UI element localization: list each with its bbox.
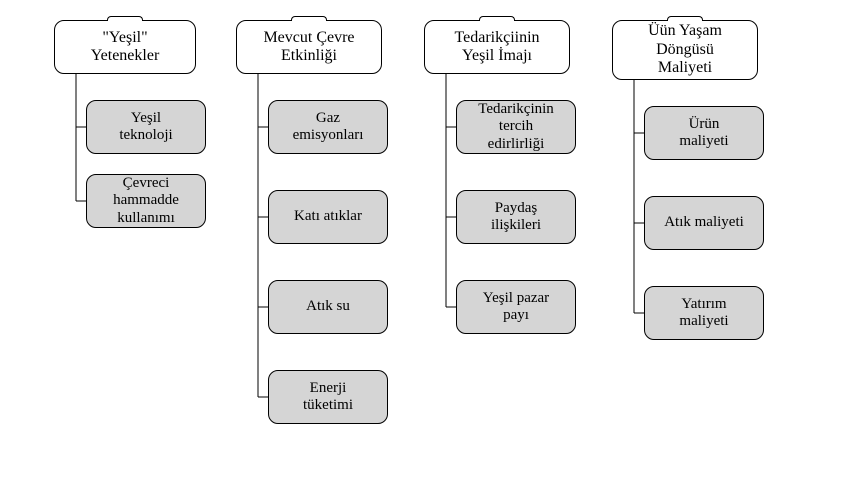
subcategory-node: Atık su [268, 280, 388, 334]
subcategory-label: Katı atıklar [294, 208, 362, 225]
subcategory-label: Enerjitüketimi [303, 380, 353, 415]
subcategory-label: Atık maliyeti [664, 214, 744, 231]
subcategory-node: Yeşilteknoloji [86, 100, 206, 154]
subcategory-node: Yeşil pazarpayı [456, 280, 576, 334]
category-header-label: "Yeşil"Yetenekler [91, 29, 160, 66]
category-header: "Yeşil"Yetenekler [54, 20, 196, 74]
header-tab [107, 16, 143, 21]
hierarchy-diagram: "Yeşil"Yetenekler Yeşilteknoloji Çevreciha… [0, 0, 854, 502]
header-tab [667, 16, 703, 21]
subcategory-node: Atık maliyeti [644, 196, 764, 250]
category-header-label: TedarikçiininYeşil İmajı [454, 29, 539, 66]
subcategory-label: Çevrecihammaddekullanımı [113, 175, 179, 227]
subcategory-node: Yatırımmaliyeti [644, 286, 764, 340]
subcategory-node: Gazemisyonları [268, 100, 388, 154]
subcategory-node: Katı atıklar [268, 190, 388, 244]
subcategory-label: Ürünmaliyeti [679, 116, 728, 151]
subcategory-node: Ürünmaliyeti [644, 106, 764, 160]
subcategory-label: Yeşil pazarpayı [483, 290, 549, 325]
subcategory-label: Yatırımmaliyeti [679, 296, 728, 331]
category-header-label: Mevcut ÇevreEtkinliği [263, 29, 354, 66]
header-tab [479, 16, 515, 21]
header-tab [291, 16, 327, 21]
subcategory-node: Çevrecihammaddekullanımı [86, 174, 206, 228]
subcategory-label: Tedarikçinintercihedirlirliği [478, 101, 554, 153]
subcategory-node: Paydaşilişkileri [456, 190, 576, 244]
category-header: Mevcut ÇevreEtkinliği [236, 20, 382, 74]
subcategory-label: Yeşilteknoloji [119, 110, 172, 145]
subcategory-label: Atık su [306, 298, 350, 315]
subcategory-node: Enerjitüketimi [268, 370, 388, 424]
subcategory-node: Tedarikçinintercihedirlirliği [456, 100, 576, 154]
category-header-label: Üün YaşamDöngüsüMaliyeti [648, 22, 722, 77]
subcategory-label: Paydaşilişkileri [491, 200, 541, 235]
category-header: Üün YaşamDöngüsüMaliyeti [612, 20, 758, 80]
category-header: TedarikçiininYeşil İmajı [424, 20, 570, 74]
subcategory-label: Gazemisyonları [293, 110, 364, 145]
